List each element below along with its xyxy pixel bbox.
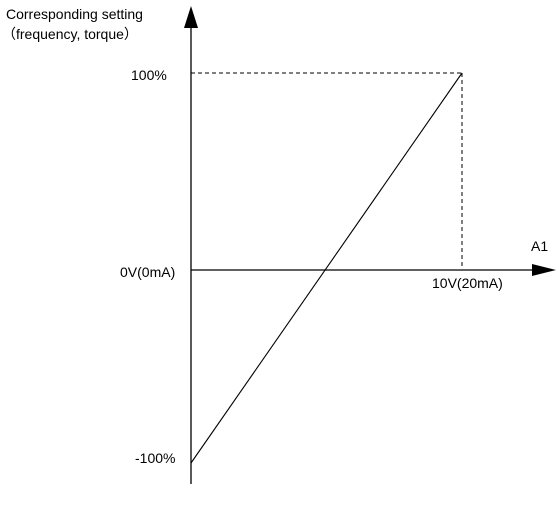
y-axis-arrowhead — [184, 6, 198, 28]
y-tick-label-bottom: -100% — [135, 450, 175, 466]
guide-lines — [191, 72, 463, 268]
x-axis-arrowhead — [532, 264, 556, 276]
x-axis-title: A1 — [531, 238, 548, 254]
x-tick-label-max: 10V(20mA) — [432, 275, 503, 291]
y-tick-label-top: 100% — [131, 67, 167, 83]
y-axis-title-line1: Corresponding setting — [6, 6, 143, 22]
series-group — [190, 72, 463, 464]
y-axis-title-line2: （frequency, torque） — [2, 26, 138, 42]
x-tick-label-origin: 0V(0mA) — [120, 264, 175, 280]
series-line-1 — [190, 72, 463, 464]
